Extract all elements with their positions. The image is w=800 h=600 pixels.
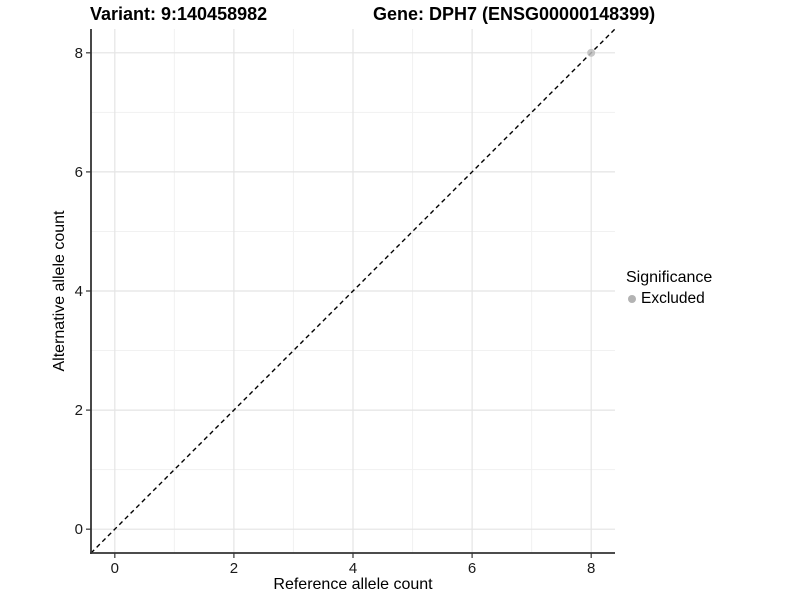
excluded-point-icon	[628, 295, 636, 303]
y-tick-label: 0	[75, 521, 83, 538]
x-axis-title: Reference allele count	[273, 576, 433, 593]
y-tick-label: 8	[75, 45, 83, 62]
legend-item-label: Excluded	[641, 290, 705, 307]
variant-title: Variant: 9:140458982	[90, 4, 268, 24]
y-tick-label: 6	[75, 164, 83, 181]
legend-item-excluded: Excluded	[626, 290, 712, 308]
identity-line	[90, 28, 616, 554]
x-tick-label: 6	[468, 560, 476, 577]
x-tick-label: 0	[111, 560, 119, 577]
x-tick-label: 8	[587, 560, 595, 577]
y-tick-label: 4	[75, 283, 83, 300]
x-tick-label: 4	[349, 560, 357, 577]
data-point	[587, 48, 596, 57]
x-tick-label: 2	[230, 560, 238, 577]
legend-title: Significance	[626, 269, 713, 286]
legend: Significance Excluded	[626, 269, 712, 308]
y-axis-title: Alternative allele count	[51, 210, 68, 372]
y-tick-label: 2	[75, 402, 83, 419]
gene-title: Gene: DPH7 (ENSG00000148399)	[373, 4, 656, 24]
